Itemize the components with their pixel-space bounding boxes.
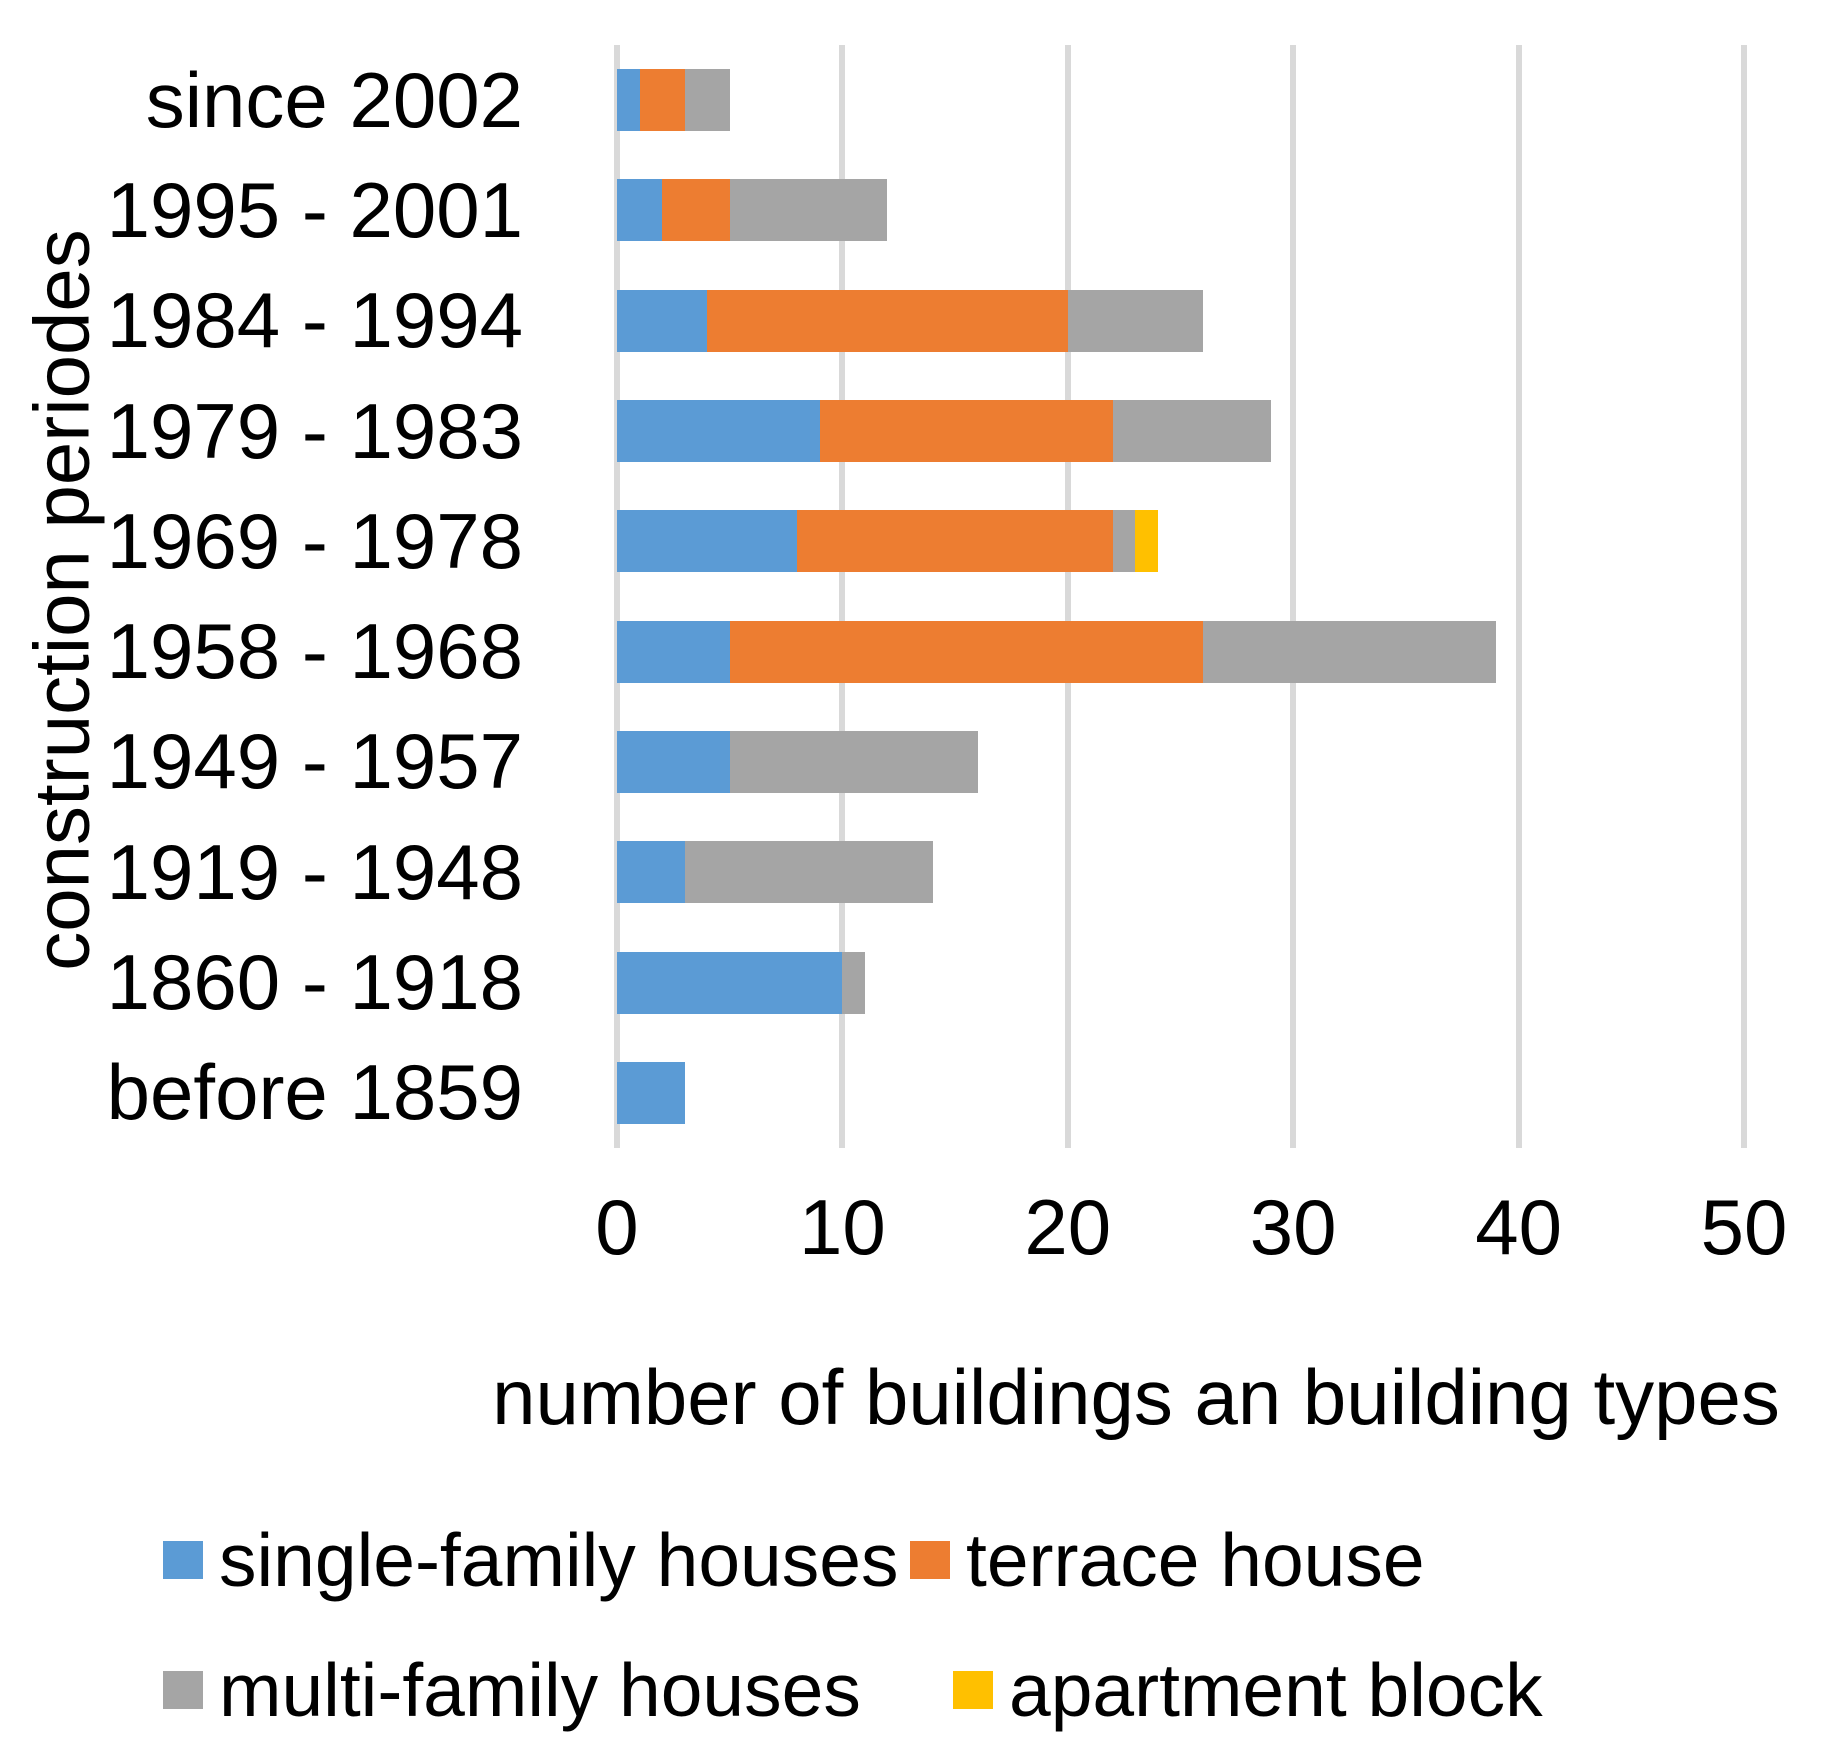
x-tick-label: 10 [799, 1183, 886, 1271]
category-label: 1860 - 1918 [106, 938, 523, 1027]
bar-segment [797, 510, 1113, 573]
category-label: 1984 - 1994 [106, 276, 523, 365]
legend-item-apartment-block: apartment block [953, 1648, 1543, 1732]
bar-row [617, 69, 730, 132]
bar-segment [617, 841, 685, 904]
bar-segment [617, 400, 820, 463]
gridline [614, 45, 620, 1148]
bar-segment [617, 510, 798, 573]
legend-label: multi-family houses [219, 1648, 861, 1732]
bar-segment [684, 841, 933, 904]
category-label: before 1859 [106, 1048, 523, 1137]
bar-segment [729, 730, 978, 793]
bar-segment [684, 69, 730, 132]
legend-swatch-apartment-block [953, 1671, 993, 1709]
x-tick-label: 40 [1475, 1183, 1562, 1271]
bar-segment [819, 400, 1113, 463]
bar-segment [1067, 289, 1204, 352]
category-label: since 2002 [145, 55, 523, 144]
legend-swatch-terrace-house [910, 1541, 950, 1579]
x-tick-label: 20 [1024, 1183, 1112, 1271]
x-tick-label: 30 [1249, 1183, 1337, 1271]
bar-segment [639, 69, 685, 132]
legend-swatch-single-family-houses [163, 1541, 203, 1579]
bar-segment [617, 730, 730, 793]
bar-segment [1203, 620, 1497, 683]
bar-row [617, 510, 1158, 573]
bar-row [617, 289, 1204, 352]
legend-swatch-multi-family-houses [163, 1671, 203, 1709]
legend-item-terrace-house: terrace house [910, 1518, 1425, 1602]
bar-segment [1112, 400, 1271, 463]
legend-item-single-family-houses: single-family houses [163, 1518, 898, 1602]
bar-segment [842, 951, 865, 1014]
bar-segment [707, 289, 1068, 352]
bar-row [617, 730, 978, 793]
bar-row [617, 620, 1497, 683]
bar-row [617, 841, 933, 904]
bar-row [617, 951, 865, 1014]
bar-segment [729, 620, 1204, 683]
plot-area [614, 45, 1747, 1148]
category-label: 1958 - 1968 [106, 607, 523, 696]
bar-segment [617, 69, 640, 132]
category-label: 1919 - 1948 [106, 827, 523, 916]
bar-segment [1135, 510, 1158, 573]
bar-segment [617, 289, 708, 352]
legend-label: terrace house [966, 1518, 1425, 1602]
bar-row [617, 1061, 685, 1124]
bar-segment [617, 620, 730, 683]
x-tick-label: 50 [1700, 1183, 1788, 1271]
bar-row [617, 400, 1271, 463]
bar-segment [617, 1061, 685, 1124]
gridline [839, 45, 846, 1148]
bar-segment [662, 179, 730, 242]
legend-item-multi-family-houses: multi-family houses [163, 1648, 861, 1732]
x-tick-label: 0 [595, 1183, 639, 1271]
legend-label: single-family houses [219, 1518, 899, 1602]
gridline [1515, 45, 1522, 1148]
category-label: 1949 - 1957 [106, 717, 523, 806]
legend-label: apartment block [1009, 1648, 1543, 1732]
x-axis-title: number of buildings an building types [492, 1353, 1780, 1441]
bar-row [617, 179, 888, 242]
bar-segment [617, 179, 663, 242]
gridline [1064, 45, 1071, 1148]
gridline [1741, 45, 1747, 1148]
bar-segment [1112, 510, 1136, 573]
category-label: 1979 - 1983 [106, 386, 523, 475]
bar-segment [729, 179, 888, 242]
category-label: 1995 - 2001 [106, 165, 523, 254]
category-label: 1969 - 1978 [106, 496, 523, 585]
gridline [1290, 45, 1297, 1148]
bar-segment [617, 951, 843, 1014]
